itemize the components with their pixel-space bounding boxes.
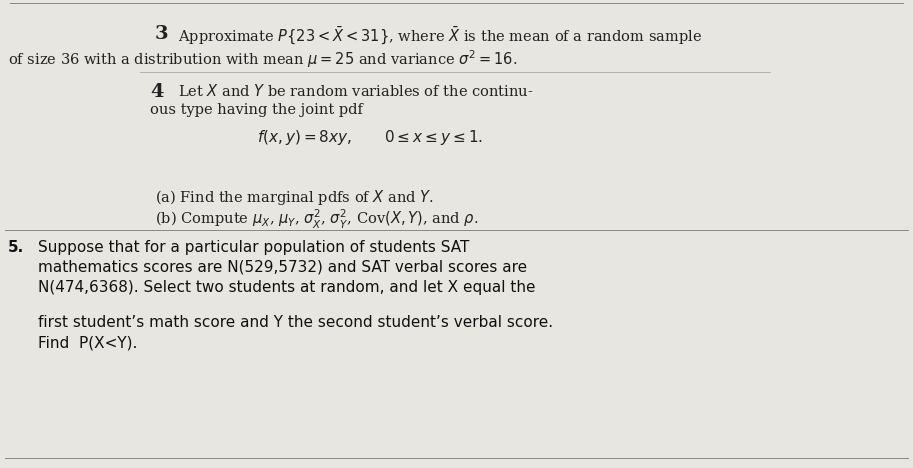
Text: of size 36 with a distribution with mean $\mu = 25$ and variance $\sigma^2 = 16$: of size 36 with a distribution with mean… [8, 48, 518, 70]
Text: Approximate $P\{23 < \bar{X} < 31\}$, where $\bar{X}$ is the mean of a random sa: Approximate $P\{23 < \bar{X} < 31\}$, wh… [178, 25, 702, 46]
Text: 3: 3 [155, 25, 169, 43]
Text: 4: 4 [150, 83, 163, 101]
Text: (b) Compute $\mu_X$, $\mu_Y$, $\sigma_X^2$, $\sigma_Y^2$, Cov$(X, Y)$, and $\rho: (b) Compute $\mu_X$, $\mu_Y$, $\sigma_X^… [155, 208, 478, 231]
Text: (a) Find the marginal pdfs of $X$ and $Y$.: (a) Find the marginal pdfs of $X$ and $Y… [155, 188, 434, 207]
Text: first student’s math score and Y the second student’s verbal score.: first student’s math score and Y the sec… [38, 315, 553, 330]
Text: 5.: 5. [8, 240, 25, 255]
Text: ous type having the joint pdf: ous type having the joint pdf [150, 103, 362, 117]
Text: mathematics scores are N(529,5732) and SAT verbal scores are: mathematics scores are N(529,5732) and S… [38, 260, 527, 275]
Text: Suppose that for a particular population of students SAT: Suppose that for a particular population… [38, 240, 469, 255]
Text: Find  P(X<Y).: Find P(X<Y). [38, 335, 137, 350]
Text: Let $X$ and $Y$ be random variables of the continu-: Let $X$ and $Y$ be random variables of t… [178, 83, 533, 99]
Text: N(474,6368). Select two students at random, and let X equal the: N(474,6368). Select two students at rand… [38, 280, 536, 295]
Text: $f(x, y) = 8xy, \qquad 0 \leq x \leq y \leq 1.$: $f(x, y) = 8xy, \qquad 0 \leq x \leq y \… [257, 128, 483, 147]
